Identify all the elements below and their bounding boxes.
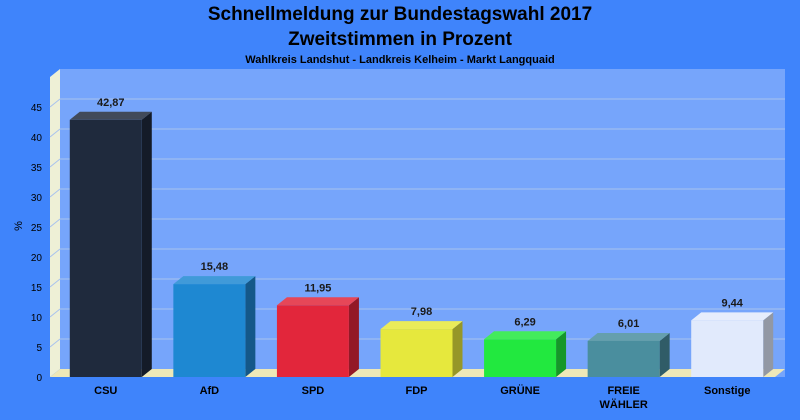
x-tick-label: AfD <box>200 385 220 397</box>
bar-front <box>484 339 557 377</box>
gridline-diag <box>49 308 61 318</box>
bar <box>276 297 359 377</box>
gridline-diag <box>49 158 61 168</box>
bar-side <box>659 332 670 377</box>
bar <box>484 331 567 377</box>
bar <box>587 332 670 377</box>
y-tick-label: 25 <box>31 223 43 234</box>
bar-top <box>173 276 256 285</box>
x-tick-label: FREIE WÄHLER <box>600 385 648 411</box>
bar-value-label: 7,98 <box>411 306 432 318</box>
x-tick-label: CSU <box>94 385 117 397</box>
bar-top <box>380 321 463 330</box>
gridline-diag <box>49 338 61 348</box>
bar-value-label: 11,95 <box>304 282 331 294</box>
bar-front <box>380 329 453 377</box>
y-tick-label: 20 <box>31 253 43 264</box>
y-tick-label: 45 <box>31 103 43 114</box>
x-tick-label: FDP <box>406 385 428 397</box>
bar-top <box>587 332 670 341</box>
gridline-diag <box>49 128 61 138</box>
y-tick-label: 40 <box>31 133 43 144</box>
y-tick-label: 30 <box>31 193 43 204</box>
bar-side <box>556 331 567 377</box>
bar <box>69 111 152 377</box>
bar-front <box>691 320 764 377</box>
gridline-diag <box>49 98 61 108</box>
y-tick-label: 5 <box>36 343 42 354</box>
y-tick-label: 10 <box>31 313 43 324</box>
y-axis-label: % <box>13 221 25 231</box>
bar-side <box>763 312 774 377</box>
chart-title: Schnellmeldung zur Bundestagswahl 2017 <box>207 4 593 25</box>
bar <box>173 276 256 377</box>
bar-top <box>69 111 152 120</box>
gridline-diag <box>49 218 61 228</box>
bar-front <box>173 284 246 377</box>
bar-front <box>276 305 349 377</box>
chart-caption: Wahlkreis Landshut - Landkreis Kelheim -… <box>245 54 555 66</box>
gridline-diag <box>49 278 61 288</box>
y-tick-label: 0 <box>36 373 42 384</box>
bar-value-label: 15,48 <box>201 261 229 273</box>
bar <box>380 321 463 377</box>
bar-value-label: 6,01 <box>618 318 639 330</box>
chart-subtitle: Zweitstimmen in Prozent <box>288 29 512 50</box>
bar-side <box>245 276 256 377</box>
bar-side <box>452 321 463 377</box>
bar-front <box>69 119 142 377</box>
bar <box>691 312 774 377</box>
gridline-diag <box>49 248 61 258</box>
bar-side <box>348 297 359 377</box>
bar-top <box>276 297 359 306</box>
bar-value-label: 6,29 <box>514 316 535 328</box>
x-tick-label: SPD <box>302 385 325 397</box>
bar-value-label: 42,87 <box>97 97 125 109</box>
bar-front <box>587 340 660 377</box>
y-tick-label: 35 <box>31 163 43 174</box>
y-tick-label: 15 <box>31 283 43 294</box>
bar-top <box>691 312 774 321</box>
bar-side <box>141 111 152 377</box>
x-tick-label: GRÜNE <box>500 384 540 397</box>
bar-value-label: 9,44 <box>722 297 744 309</box>
gridline-diag <box>49 188 61 198</box>
bar-top <box>484 331 567 340</box>
x-tick-label: Sonstige <box>704 385 750 397</box>
